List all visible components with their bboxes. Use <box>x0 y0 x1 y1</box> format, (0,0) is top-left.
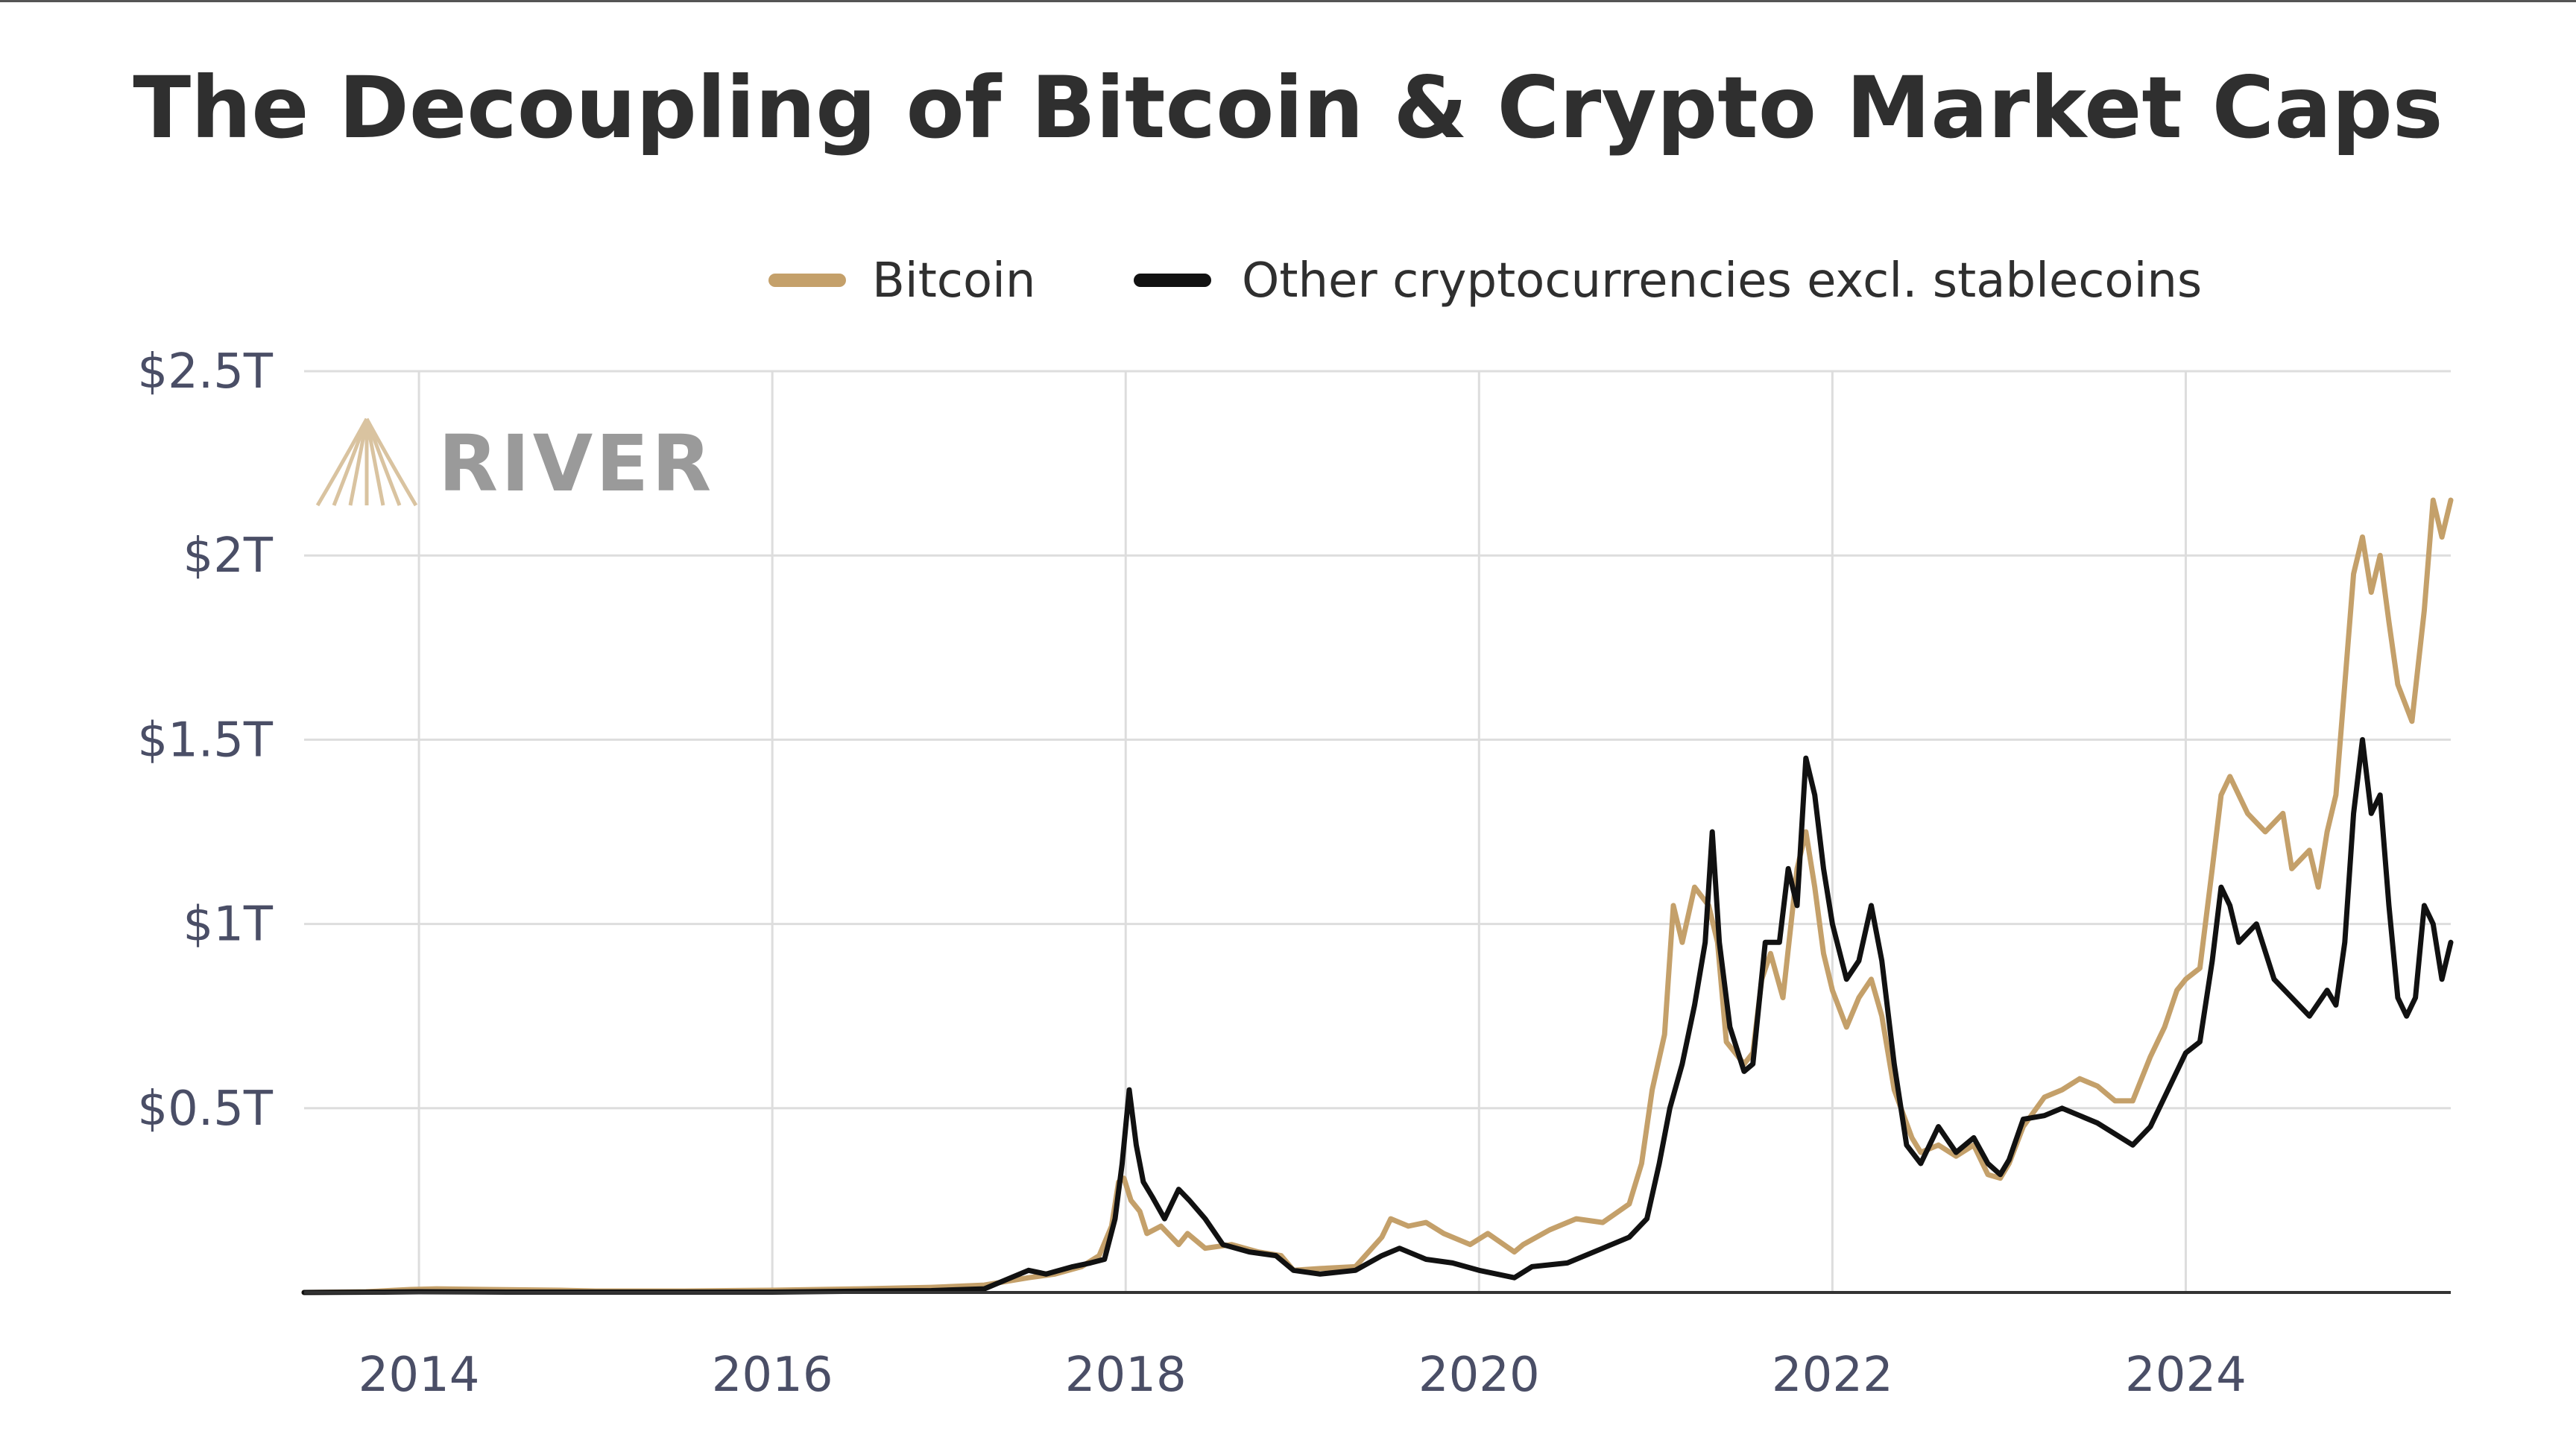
logo-icon-stroke <box>364 418 402 506</box>
x-tick-label: 2020 <box>1418 1348 1540 1403</box>
top-rule <box>0 0 2576 2</box>
y-tick-label: $1.5T <box>137 713 274 768</box>
y-tick-label: $2T <box>183 528 273 584</box>
axis-layer: $0.5T $1T $1.5T $2T $2.5T 2014 2016 2018 2020 202… <box>137 344 2451 1403</box>
logo-icon-stroke <box>364 417 418 507</box>
x-tick-label: 2024 <box>2125 1348 2247 1403</box>
y-tick-label: $2.5T <box>137 344 274 400</box>
legend-label: Other cryptocurrencies excl. stablecoins <box>1242 253 2202 309</box>
y-tick-label: $0.5T <box>137 1082 274 1137</box>
series-line-other-crypto <box>301 736 2454 1295</box>
chart-title: The Decoupling of Bitcoin & Crypto Marke… <box>133 58 2443 157</box>
x-tick-label: 2022 <box>1772 1348 1893 1403</box>
x-tick-label: 2018 <box>1065 1348 1187 1403</box>
y-tick-label: $1T <box>183 897 273 953</box>
series-layer <box>301 497 2454 1295</box>
river-mountain-icon <box>315 417 418 507</box>
x-tick-label: 2014 <box>359 1348 480 1403</box>
river-logo: RIVER <box>315 417 714 509</box>
legend-label: Bitcoin <box>872 253 1035 309</box>
series-line-bitcoin <box>301 497 2454 1295</box>
legend: Bitcoin Other cryptocurrencies excl. stab… <box>768 253 2202 309</box>
grid-layer <box>304 370 2451 1292</box>
logo-text: RIVER <box>438 418 714 509</box>
x-tick-label: 2016 <box>712 1348 833 1403</box>
logo-icon-stroke <box>332 418 369 506</box>
